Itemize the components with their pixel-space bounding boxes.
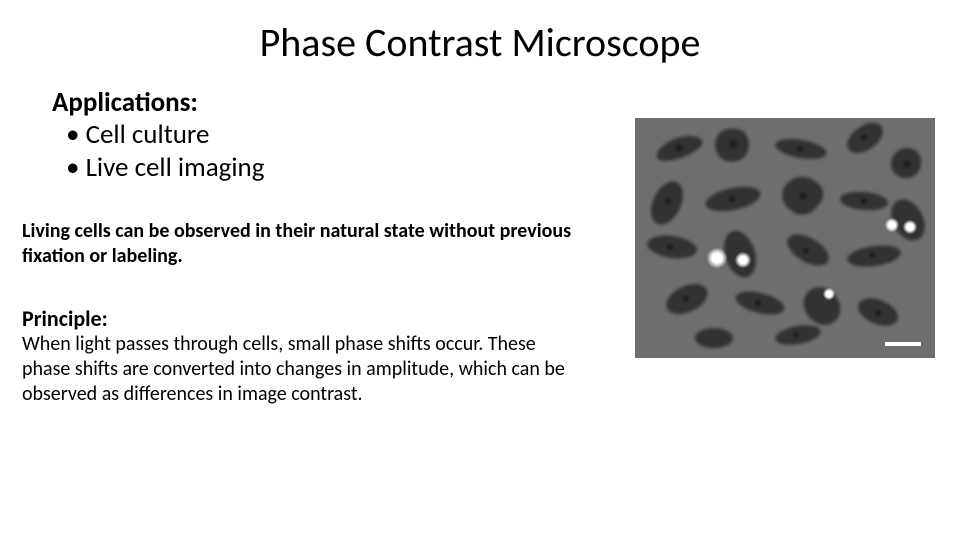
cell-nucleus [901, 158, 913, 170]
applications-list: Cell culture Live cell imaging [66, 119, 612, 185]
left-column: Applications: Cell culture Live cell ima… [52, 86, 612, 407]
applications-heading: Applications: [52, 86, 612, 119]
cell-nucleus [663, 196, 673, 206]
cell-nucleus [867, 250, 877, 260]
cell-nucleus [859, 196, 869, 206]
applications-item: Live cell imaging [66, 152, 612, 185]
cell-shape [695, 328, 733, 348]
cell-nucleus [859, 132, 869, 142]
phase-halo [823, 288, 835, 300]
phase-halo [885, 218, 899, 232]
cell-nucleus [665, 242, 675, 252]
phase-halo [903, 220, 917, 234]
phase-halo [707, 248, 727, 268]
applications-item: Cell culture [66, 119, 612, 152]
slide-title: Phase Contrast Microscope [0, 18, 960, 67]
slide: { "title": { "text": "Phase Contrast Mic… [0, 0, 960, 540]
cell-nucleus [797, 190, 809, 202]
cell-nucleus [727, 194, 737, 204]
phase-halo [735, 252, 751, 268]
cell-nucleus [795, 144, 805, 154]
principle-heading: Principle: [22, 305, 612, 332]
cell-nucleus [727, 138, 739, 150]
scalebar [885, 342, 921, 346]
description-text: Living cells can be observed in their na… [22, 219, 577, 269]
cell-nucleus [791, 330, 801, 340]
cell-nucleus [873, 308, 883, 318]
principle-text: When light passes through cells, small p… [22, 332, 582, 407]
cell-nucleus [801, 246, 811, 256]
microscopy-image [635, 118, 935, 358]
cell-nucleus [673, 142, 685, 154]
cell-nucleus [753, 298, 763, 308]
cell-nucleus [681, 294, 691, 304]
